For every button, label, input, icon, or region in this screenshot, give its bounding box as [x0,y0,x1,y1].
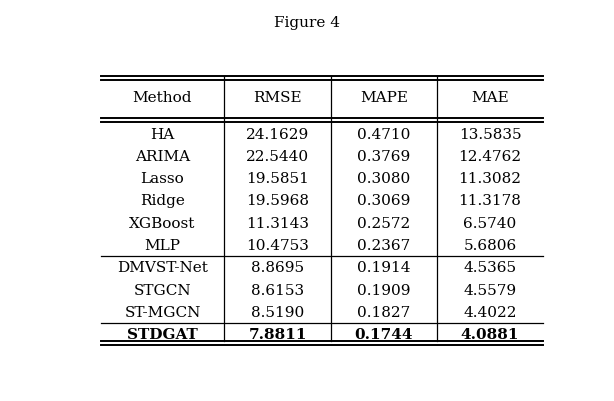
Text: 4.0881: 4.0881 [460,327,519,341]
Text: 22.5440: 22.5440 [246,150,309,164]
Text: 10.4753: 10.4753 [246,239,309,252]
Text: 4.5365: 4.5365 [464,261,516,275]
Text: RMSE: RMSE [253,91,302,105]
Text: 0.3769: 0.3769 [357,150,410,164]
Text: ST-MGCN: ST-MGCN [124,305,201,319]
Text: HA: HA [150,127,174,141]
Text: 0.1909: 0.1909 [357,283,411,297]
Text: 19.5968: 19.5968 [246,194,309,208]
Text: Method: Method [133,91,192,105]
Text: MAE: MAE [471,91,509,105]
Text: 7.8811: 7.8811 [248,327,307,341]
Text: 8.8695: 8.8695 [251,261,304,275]
Text: 0.2572: 0.2572 [357,216,410,230]
Text: 11.3178: 11.3178 [459,194,521,208]
Text: 0.4710: 0.4710 [357,127,410,141]
Text: 13.5835: 13.5835 [459,127,521,141]
Text: MAPE: MAPE [360,91,408,105]
Text: XGBoost: XGBoost [130,216,196,230]
Text: MLP: MLP [144,239,181,252]
Text: Ridge: Ridge [140,194,185,208]
Text: 12.4762: 12.4762 [459,150,521,164]
Text: 8.6153: 8.6153 [251,283,304,297]
Text: 11.3082: 11.3082 [459,172,521,186]
Text: Lasso: Lasso [141,172,184,186]
Text: 0.3080: 0.3080 [357,172,410,186]
Text: STDGAT: STDGAT [127,327,198,341]
Text: 0.1744: 0.1744 [354,327,413,341]
Text: STGCN: STGCN [134,283,192,297]
Text: 0.1914: 0.1914 [357,261,411,275]
Text: 11.3143: 11.3143 [246,216,309,230]
Text: Figure 4: Figure 4 [274,16,340,30]
Text: 5.6806: 5.6806 [464,239,516,252]
Text: 19.5851: 19.5851 [246,172,309,186]
Text: DMVST-Net: DMVST-Net [117,261,208,275]
Text: 6.5740: 6.5740 [464,216,516,230]
Text: 0.1827: 0.1827 [357,305,410,319]
Text: 4.4022: 4.4022 [463,305,517,319]
Text: 0.3069: 0.3069 [357,194,410,208]
Text: 24.1629: 24.1629 [246,127,309,141]
Text: 0.2367: 0.2367 [357,239,410,252]
Text: 4.5579: 4.5579 [464,283,516,297]
Text: 8.5190: 8.5190 [251,305,304,319]
Text: ARIMA: ARIMA [135,150,190,164]
